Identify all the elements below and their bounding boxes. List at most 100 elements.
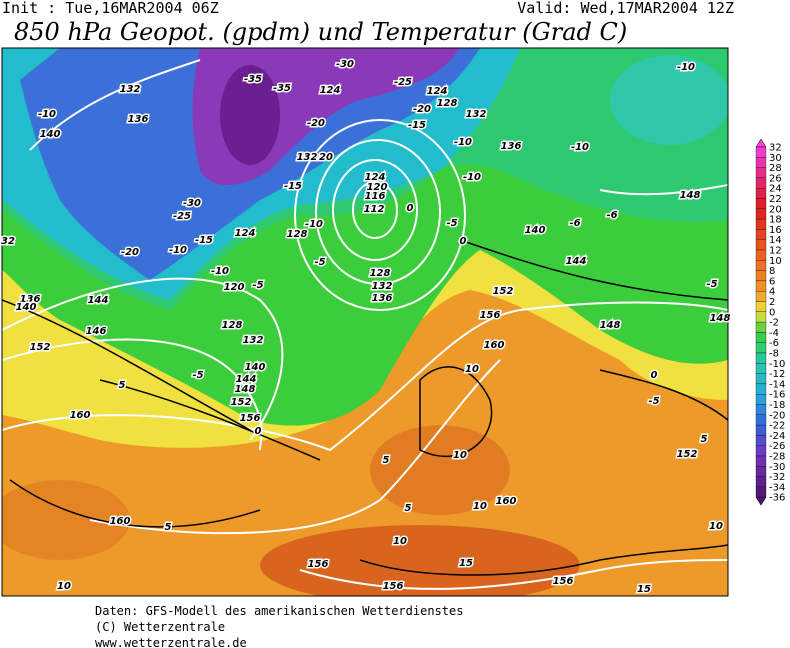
contour-label: -10 [571, 142, 589, 153]
contour-label: 132 [297, 152, 318, 163]
map-frame [1, 47, 729, 597]
contour-label: 160 [484, 340, 505, 351]
contour-label: 128 [222, 320, 243, 331]
colorbar-label: 14 [769, 235, 782, 246]
colorbar-swatch [755, 414, 767, 426]
colorbar-swatch [755, 188, 767, 199]
colorbar-label: -24 [769, 431, 785, 442]
contour-label: 124 [365, 172, 386, 183]
contour-label: 5 [165, 522, 172, 533]
contour-label: -30 [183, 198, 201, 209]
contour-label: 128 [287, 229, 308, 240]
colorbar-swatch [755, 383, 767, 395]
footer-copyright: (C) Wetterzentrale [95, 620, 225, 634]
contour-label: -5 [192, 370, 203, 381]
contour-label: 124 [427, 86, 448, 97]
contour-label: -6 [606, 210, 617, 221]
contour-label: 152 [677, 449, 698, 460]
footer-url: www.wetterzentrale.de [95, 636, 247, 648]
init-time: Init : Tue,16MAR2004 06Z [2, 0, 219, 17]
contour-label: 132 [120, 84, 141, 95]
contour-label: -5 [252, 280, 263, 291]
contour-label: 120 [224, 282, 245, 293]
colorbar-swatch [755, 280, 767, 292]
colorbar-label: 30 [769, 153, 782, 164]
contour-label: -20 [121, 247, 139, 258]
contour-label: 112 [364, 204, 385, 215]
contour-label: 148 [710, 313, 731, 324]
contour-label: 160 [496, 496, 517, 507]
contour-label: -5 [706, 279, 717, 290]
contour-label: -20 [307, 118, 325, 129]
colorbar-arrow-bottom [755, 496, 767, 506]
contour-label: -35 [273, 83, 291, 94]
colorbar-swatch [755, 291, 767, 302]
colorbar-swatch [755, 270, 767, 282]
contour-label: 116 [365, 191, 386, 202]
contour-label: 140 [525, 225, 546, 236]
colorbar-label: 26 [769, 173, 782, 184]
contour-label: -6 [569, 218, 580, 229]
contour-label: 152 [30, 342, 51, 353]
colorbar-swatch [755, 301, 767, 312]
colorbar-label: -20 [769, 410, 785, 421]
contour-label: 140 [245, 362, 266, 373]
contour-label: -15 [195, 235, 213, 246]
contour-label: -5 [446, 218, 457, 229]
colorbar-swatch [755, 476, 767, 488]
contour-label: 156 [553, 576, 574, 587]
contour-label: 144 [566, 256, 587, 267]
colorbar-label: 24 [769, 184, 782, 195]
colorbar-label: -12 [769, 369, 785, 380]
colorbar-label: 10 [769, 256, 782, 267]
map-title: 850 hPa Geopot. (gpdm) und Temperatur (G… [14, 18, 627, 46]
contour-label: 148 [600, 320, 621, 331]
contour-label: 128 [437, 98, 458, 109]
colorbar-swatch [755, 424, 767, 436]
colorbar-label: -30 [769, 462, 785, 473]
colorbar-label: 0 [769, 307, 775, 318]
colorbar-label: 16 [769, 225, 782, 236]
colorbar-label: 6 [769, 276, 775, 287]
contour-label: 132 [243, 335, 264, 346]
contour-label: 160 [110, 516, 131, 527]
contour-label: -5 [648, 396, 659, 407]
colorbar-label: 18 [769, 215, 782, 226]
colorbar-label: 32 [769, 143, 782, 154]
contour-label: 5 [405, 503, 412, 514]
colorbar-swatch [755, 198, 767, 209]
contour-label: 140 [40, 129, 61, 140]
contour-label: 0 [651, 370, 658, 381]
contour-label: -15 [284, 181, 302, 192]
contour-label: 144 [88, 295, 109, 306]
contour-label: 124 [320, 85, 341, 96]
colorbar-label: -18 [769, 400, 785, 411]
colorbar-label: 8 [769, 266, 775, 277]
colorbar-swatch [755, 435, 767, 446]
colorbar-label: 20 [769, 204, 782, 215]
contour-label: 5 [383, 455, 390, 466]
contour-label: 156 [480, 310, 501, 321]
contour-label: -10 [463, 172, 481, 183]
contour-label: 136 [501, 141, 522, 152]
contour-label: 128 [370, 268, 391, 279]
contour-label: 148 [680, 190, 701, 201]
contour-label: 152 [493, 286, 514, 297]
contour-label: 136 [372, 293, 393, 304]
colorbar-label: -10 [769, 359, 785, 370]
contour-label: 10 [709, 521, 723, 532]
contour-label: 132 [466, 109, 487, 120]
contour-label: 10 [57, 581, 71, 592]
contour-label: 120 [367, 182, 388, 193]
colorbar-label: -8 [769, 349, 779, 360]
contour-label: 160 [70, 410, 91, 421]
colorbar-swatch [755, 342, 767, 354]
colorbar-label: -26 [769, 441, 785, 452]
contour-label: 136 [128, 114, 149, 125]
contour-label: 132 [372, 281, 393, 292]
contour-label: -30 [336, 59, 354, 70]
colorbar-label: -4 [769, 328, 779, 339]
colorbar-label: -36 [769, 493, 785, 504]
contour-label: 140 [16, 302, 37, 313]
contour-label: -10 [677, 62, 695, 73]
